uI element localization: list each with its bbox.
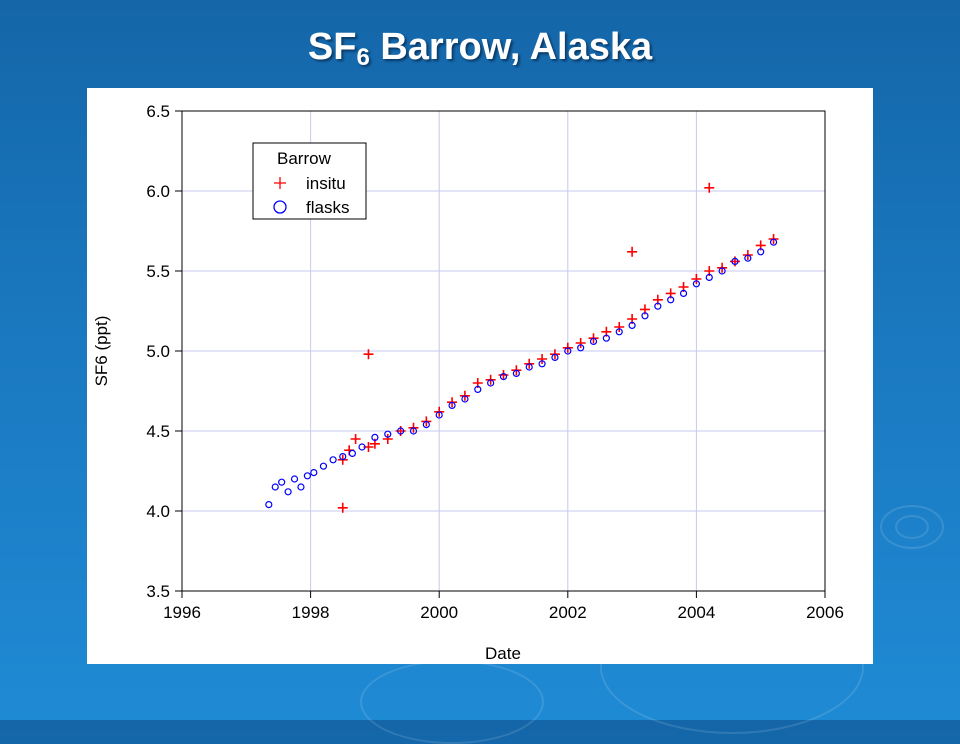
flask-point — [512, 369, 520, 377]
chart-panel: 1996 1998 2000 2002 2004 2006 3.5 4.0 4.5 5.0 5.5 6… — [87, 88, 873, 664]
sf6-scatter-chart: 1996 1998 2000 2002 2004 2006 3.5 4.0 4.5 5.0 5.5 6… — [92, 102, 844, 663]
insitu-point — [382, 434, 393, 444]
flask-point — [474, 385, 482, 393]
insitu-point — [350, 434, 361, 444]
flask-point — [422, 421, 430, 429]
insitu-point — [704, 182, 715, 193]
flask-point — [692, 280, 701, 288]
flask-point — [329, 456, 337, 464]
flask-point — [679, 289, 688, 297]
flask-point — [641, 312, 649, 320]
flask-point — [348, 449, 356, 457]
y-axis-label: SF6 (ppt) — [92, 316, 111, 387]
y-tick-label: 5.0 — [146, 342, 170, 361]
insitu-point — [627, 246, 638, 257]
flask-point — [435, 411, 443, 419]
flask-point — [448, 401, 456, 409]
flask-point — [705, 273, 713, 281]
flask-point — [371, 433, 379, 441]
insitu-point — [498, 370, 509, 380]
legend: Barrow insitu flasks — [252, 142, 367, 220]
flask-point — [384, 430, 392, 438]
flask-point — [538, 360, 546, 368]
flask-point — [297, 483, 305, 491]
flask-point — [589, 337, 598, 345]
y-tick-label: 6.0 — [146, 182, 170, 201]
slide-title: SF6 Barrow, Alaska — [307, 26, 653, 71]
slide-title-subscript: 6 — [356, 44, 370, 71]
flask-point — [278, 478, 286, 486]
legend-insitu-marker — [274, 177, 286, 189]
flask-point — [718, 267, 726, 275]
flask-point — [577, 344, 585, 352]
insitu-point — [691, 274, 702, 284]
flask-point — [564, 347, 572, 355]
flask-point — [731, 257, 739, 265]
flask-point — [290, 475, 299, 483]
y-tick-label: 6.5 — [146, 102, 170, 121]
ripple-decoration — [360, 660, 544, 744]
flasks-series — [265, 238, 778, 509]
flask-point — [525, 363, 533, 371]
x-tick-label: 2000 — [420, 603, 458, 622]
flask-point — [487, 379, 495, 387]
legend-box — [252, 142, 367, 220]
flask-point — [271, 483, 279, 491]
insitu-point — [337, 502, 348, 513]
insitu-point — [614, 322, 625, 332]
flask-point — [769, 238, 778, 246]
flask-point — [310, 469, 318, 477]
flask-point — [654, 302, 662, 310]
y-tick-label: 5.5 — [146, 262, 170, 281]
flask-point — [551, 353, 559, 361]
flask-point — [602, 334, 610, 342]
flask-point — [265, 501, 273, 509]
legend-flasks-marker — [273, 200, 287, 214]
legend-insitu-label: insitu — [306, 174, 346, 193]
flask-point — [339, 453, 347, 461]
legend-flasks-label: flasks — [306, 198, 349, 217]
flask-point — [499, 373, 508, 381]
flask-point — [409, 427, 418, 435]
insitu-point — [575, 338, 586, 348]
flask-point — [744, 254, 752, 262]
x-axis-label: Date — [485, 644, 521, 663]
flask-point — [757, 248, 765, 256]
flask-point — [358, 443, 366, 451]
y-tick-label: 3.5 — [146, 582, 170, 601]
flask-point — [303, 472, 311, 480]
ripple-decoration — [880, 505, 944, 549]
x-tick-label: 2004 — [677, 603, 715, 622]
flask-point — [667, 296, 675, 304]
x-tick-label: 2002 — [549, 603, 587, 622]
flask-point — [319, 462, 328, 470]
legend-title: Barrow — [277, 149, 332, 168]
flask-point — [628, 321, 636, 329]
axis-ticks: 1996 1998 2000 2002 2004 2006 3.5 4.0 4.5 5.0 5.5 6… — [146, 102, 844, 622]
x-tick-label: 1996 — [163, 603, 201, 622]
x-tick-label: 1998 — [292, 603, 330, 622]
insitu-point — [363, 349, 374, 360]
x-tick-label: 2006 — [806, 603, 844, 622]
insitu-point — [537, 354, 548, 364]
ripple-decoration — [895, 515, 929, 539]
flask-point — [284, 488, 292, 496]
insitu-series — [337, 182, 779, 513]
y-tick-label: 4.0 — [146, 502, 170, 521]
flask-point — [615, 328, 623, 336]
flask-point — [461, 395, 469, 403]
flask-point — [397, 427, 405, 435]
y-tick-label: 4.5 — [146, 422, 170, 441]
